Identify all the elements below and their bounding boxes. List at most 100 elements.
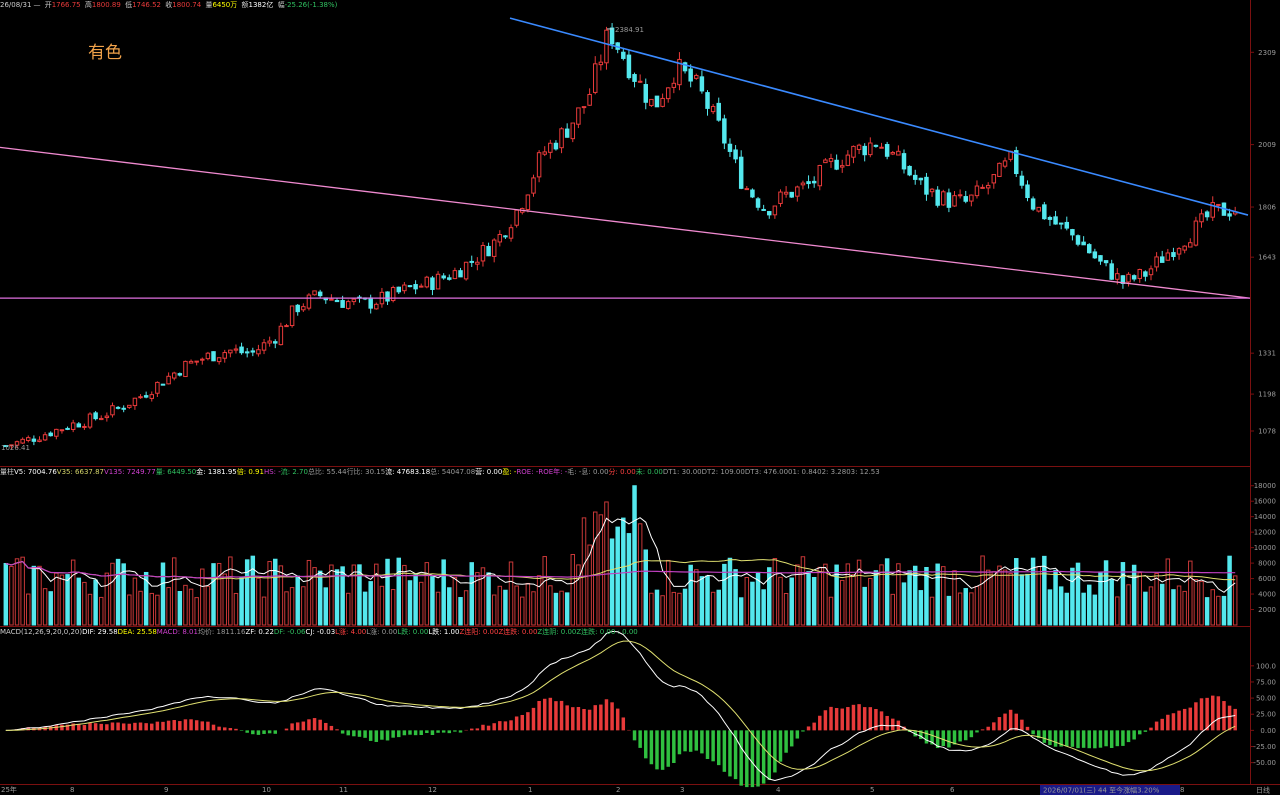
min-price-label: 1026.41 — [1, 444, 30, 452]
candle-body — [452, 270, 458, 280]
amount-label: 额 — [241, 1, 249, 9]
volume-bar — [626, 533, 632, 626]
indicator-value: MACD: 8.01 — [156, 628, 198, 636]
volume-bar — [559, 590, 564, 626]
volume-bar — [1221, 595, 1227, 626]
indicator-value: 金: 1381.95 — [196, 468, 237, 476]
candle-body — [211, 351, 216, 362]
volume-bar — [823, 563, 828, 626]
candle-body — [727, 143, 733, 152]
indicator-value: 均价: 1811.16 — [197, 628, 246, 636]
candle-body — [912, 174, 918, 180]
volume-bar — [946, 595, 952, 626]
volume-bar — [1047, 589, 1053, 626]
candle-body — [1092, 251, 1098, 259]
indicator-value: 02: 3.28 — [817, 468, 847, 476]
volume-bar — [817, 566, 823, 626]
indicator-value: L涨: 0.00 — [366, 628, 398, 636]
candle-body — [65, 427, 70, 430]
candle-body — [194, 360, 199, 363]
month-label: 1 — [528, 786, 532, 794]
volume-bar — [1002, 569, 1008, 626]
indicator-value: 倍: 0.91 — [236, 468, 264, 476]
candle-body — [59, 429, 65, 432]
y-tick-label: 1806 — [1258, 204, 1276, 212]
y-tick-label: 12000 — [1254, 529, 1276, 537]
candle-body — [525, 194, 531, 211]
candle-body — [160, 383, 166, 386]
candle-body — [1115, 273, 1120, 280]
indicator-value: L跌: 0.00 — [397, 628, 429, 636]
candle-body — [772, 205, 778, 216]
volume-bar — [284, 591, 289, 626]
volume-bar — [104, 572, 110, 626]
month-label: 8 — [70, 786, 74, 794]
volume-ma135-line — [5, 560, 1236, 579]
candle-body — [710, 105, 716, 113]
candle-body — [70, 422, 76, 430]
volume-bar — [660, 595, 665, 626]
candle-body — [42, 434, 48, 441]
volume-bar — [407, 580, 413, 626]
volume-bar — [1227, 555, 1232, 626]
volume-bar — [256, 577, 261, 626]
indicator-value: Z连阴: 0.00 — [537, 628, 577, 636]
candle-body — [143, 395, 149, 398]
candle-body — [767, 211, 772, 216]
candle-body — [952, 195, 957, 207]
candle-body — [418, 285, 424, 288]
candle-body — [531, 177, 536, 194]
volume-bar — [267, 561, 272, 626]
volume-bar — [621, 517, 626, 626]
candle-body — [699, 76, 705, 92]
candle-body — [1137, 268, 1143, 279]
volume-bar — [1070, 567, 1075, 626]
year-label: 25年 — [1, 785, 17, 794]
indicator-value: DF: -0.06 — [273, 628, 306, 636]
volume-bar — [1182, 590, 1187, 626]
candle-body — [1053, 216, 1058, 225]
volume-bar — [334, 569, 340, 626]
candle-body — [317, 291, 323, 297]
volume-bar — [525, 582, 531, 626]
volume-bar — [143, 571, 149, 626]
candle-body — [755, 198, 761, 208]
volume-bar — [654, 589, 660, 626]
volume-bar — [222, 573, 227, 626]
y-tick-label: 100.0 — [1256, 662, 1276, 670]
volume-bar — [374, 563, 379, 626]
range-badge — [1040, 785, 1180, 795]
candle-body — [284, 325, 289, 328]
volume-bar — [980, 555, 985, 626]
volume-bar — [244, 559, 250, 626]
volume-bar — [727, 557, 733, 626]
volume-bar — [351, 564, 357, 626]
month-label: 5 — [870, 786, 874, 794]
candle-body — [1098, 255, 1103, 262]
indicator-value: V35: 6637.87 — [56, 468, 105, 476]
change-label: 幅 — [277, 1, 285, 9]
volume-bar — [856, 559, 862, 626]
candle-body — [345, 301, 351, 309]
open-label: 开 — [44, 1, 52, 9]
candle-body — [132, 397, 138, 407]
candle-body — [828, 158, 834, 162]
volume-bar — [716, 589, 721, 626]
volume-bar — [851, 574, 856, 626]
indicator-value: V5: 7004.76 — [14, 468, 57, 476]
indicator-value: 总: 54047.08 — [430, 468, 476, 476]
candle-body — [576, 107, 581, 125]
volume-bar — [200, 568, 205, 626]
candle-body — [1159, 256, 1165, 263]
indicator-value: HS: - — [263, 468, 281, 476]
volume-bar — [1188, 560, 1193, 626]
volume-bar — [671, 591, 677, 626]
chart-title: 有色 — [88, 43, 122, 63]
candle-body — [677, 58, 682, 86]
volume-bar — [70, 559, 76, 626]
candle-body — [1109, 263, 1114, 280]
volume-bar — [82, 581, 87, 626]
candle-body — [626, 54, 632, 79]
candle-body — [643, 84, 649, 103]
